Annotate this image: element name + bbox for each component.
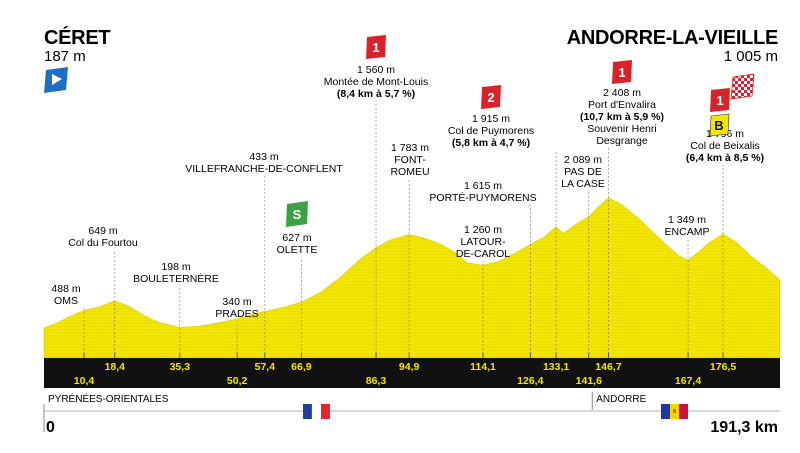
waypoint-label: (5,8 km à 4,7 %) — [452, 137, 530, 149]
climb-badge-shape — [710, 88, 730, 112]
km-label: 10,4 — [74, 375, 95, 387]
waypoint-label: Port d'Envalira — [588, 99, 656, 111]
waypoint-label: Col du Fourtou — [68, 237, 138, 249]
waypoint-label: Col de Beixalis — [690, 140, 759, 152]
km-label: 126,4 — [517, 375, 543, 387]
waypoint-label: LATOUR- — [460, 236, 506, 248]
km-label: 133,1 — [543, 361, 569, 373]
climb-badge-label: 1 — [372, 40, 379, 55]
finish-town-name: ANDORRE-LA-VIEILLE — [567, 27, 778, 49]
waypoint-label: (6,4 km à 8,5 %) — [686, 152, 764, 164]
climb-badge-shape — [366, 35, 386, 59]
flag-andorra-icon — [661, 404, 688, 419]
waypoint-label: 340 m — [222, 296, 251, 308]
climb-category-icon: 1 — [710, 88, 730, 112]
region-name-france: PYRÉNÉES-ORIENTALES — [48, 392, 169, 405]
waypoint-label: PORTÉ-PUYMORENS — [429, 191, 536, 204]
km-label: 94,9 — [399, 361, 420, 373]
elevation-profile — [43, 197, 781, 359]
waypoint-label: FONT- — [394, 154, 426, 166]
waypoint-label: BOULETERNÈRE — [133, 272, 219, 285]
km-label: 146,7 — [595, 361, 621, 373]
waypoint-label: LA CASE — [561, 178, 605, 190]
waypoint-label: ROMEU — [390, 166, 429, 178]
flag-france-icon — [303, 403, 330, 420]
waypoint-label: ENCAMP — [665, 226, 710, 238]
climb-badge-label: 2 — [487, 90, 494, 105]
km-band — [44, 358, 780, 388]
waypoint-label: OLETTE — [277, 244, 318, 256]
waypoint-label: Souvenir Henri — [587, 123, 656, 135]
waypoint-label: 1 615 m — [464, 180, 502, 192]
km-label: 66,9 — [291, 361, 312, 373]
profile-area — [43, 197, 781, 359]
waypoint-label: OMS — [54, 295, 78, 307]
sprint-icon: S — [286, 201, 308, 227]
waypoint-label: (10,7 km à 5,9 %) — [580, 111, 664, 123]
start-altitude: 187 m — [44, 48, 86, 65]
waypoint-label: 1 260 m — [464, 224, 502, 236]
waypoint-label: 433 m — [249, 151, 278, 163]
waypoint-label: 1 560 m — [357, 64, 395, 76]
waypoint-label: PAS DE — [564, 166, 602, 178]
km-label: 141,6 — [576, 375, 602, 387]
sprint-label: S — [293, 207, 302, 222]
climb-badge-label: 1 — [716, 93, 723, 108]
waypoint-label: 2 408 m — [603, 87, 641, 99]
waypoint-label: 2 089 m — [564, 154, 602, 166]
start-flag-icon — [44, 67, 68, 93]
distance-total: 191,3 km — [710, 419, 778, 436]
start-town-name: CÉRET — [44, 26, 110, 49]
km-label: 57,4 — [255, 361, 276, 373]
region-name-andorra: ANDORRE — [596, 394, 646, 405]
km-label: 35,3 — [170, 361, 191, 373]
climb-badge-shape — [481, 85, 501, 109]
waypoint-label: Col de Puymorens — [448, 125, 534, 137]
km-label: 50,2 — [227, 375, 248, 387]
finish-flag-icon — [730, 73, 755, 100]
finish-altitude: 1 005 m — [724, 48, 778, 65]
category-icons: 1 2 1 1 B S — [286, 35, 755, 227]
km-markers: 10,4 18,4 35,3 50,2 57,4 66,9 86,3 94,9 114,1 126… — [74, 352, 736, 387]
waypoint-label: 1 783 m — [391, 142, 429, 154]
waypoint-label: 649 m — [88, 225, 117, 237]
waypoint-label: Montée de Mont-Louis — [324, 76, 428, 88]
waypoint-label: 1 915 m — [472, 113, 510, 125]
climb-category-icon: 1 — [366, 35, 386, 59]
km-label: 176,5 — [710, 361, 736, 373]
bonus-label: B — [714, 118, 723, 133]
waypoint-label: (8,4 km à 5,7 %) — [337, 88, 415, 100]
waypoint-label: PRADES — [215, 308, 258, 320]
km-label: 114,1 — [470, 361, 496, 373]
climb-badge-shape — [612, 60, 632, 84]
bonus-icon: B — [709, 113, 730, 137]
waypoint-label: VILLEFRANCHE-DE-CONFLENT — [185, 163, 343, 175]
km-label: 167,4 — [675, 375, 701, 387]
climb-badge-label: 1 — [618, 65, 625, 80]
km-label: 18,4 — [105, 361, 126, 373]
waypoint-label: Desgrange — [596, 135, 648, 147]
climb-category-icon: 1 — [612, 60, 632, 84]
km-label: 86,3 — [366, 375, 387, 387]
distance-start: 0 — [46, 419, 55, 436]
waypoint-label: 1 349 m — [668, 214, 706, 226]
waypoint-label: 488 m — [51, 283, 80, 295]
waypoint-label: 627 m — [282, 232, 311, 244]
climb-category-icon: 2 — [481, 85, 501, 109]
waypoint-label: DE-CAROL — [456, 248, 510, 260]
waypoint-label: 198 m — [161, 261, 190, 273]
